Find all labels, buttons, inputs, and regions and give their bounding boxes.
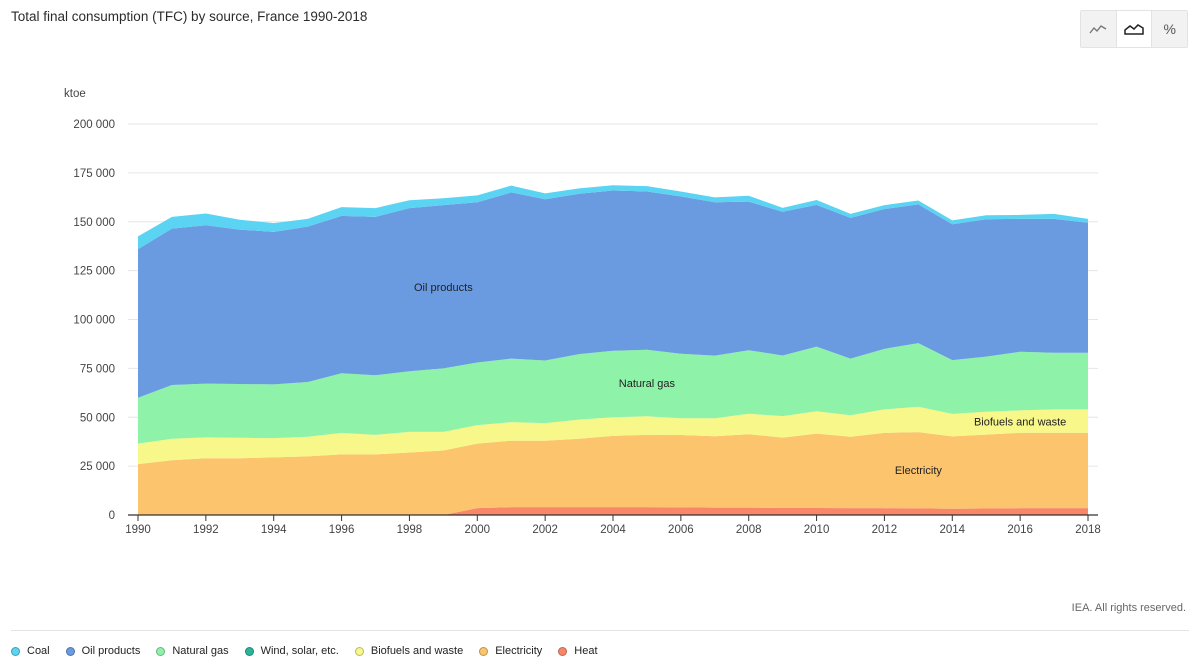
chart-title: Total final consumption (TFC) by source,… [11,9,368,24]
area-label: Natural gas [619,378,676,390]
y-tick-label: 0 [109,510,115,522]
copyright-notice: IEA. All rights reserved. [1071,602,1186,614]
area-label: Electricity [895,465,943,477]
legend-dot [354,646,364,656]
x-tick-label: 2012 [872,524,898,536]
axes: 0 25 000 50 000 75 000 100 000 125 000 150 000… [64,88,1101,536]
area-biofuels-and-waste [138,406,1088,465]
x-tick-label: 1996 [329,524,355,536]
area-natural-gas [138,343,1088,444]
x-tick-label: 1992 [193,524,219,536]
x-tick-label: 2010 [804,524,830,536]
legend-item-electricity[interactable]: Electricity [479,645,542,657]
area-oil-products [138,190,1088,398]
legend-item-natural-gas[interactable]: Natural gas [156,645,229,657]
series-areas [138,185,1088,515]
y-tick-label: 150 000 [73,217,115,229]
x-tick-label: 2014 [939,524,965,536]
x-tick-label: 2002 [532,524,558,536]
x-tick-label: 2000 [464,524,490,536]
line-chart-button[interactable] [1081,11,1117,47]
area-label: Biofuels and waste [974,417,1066,429]
x-tick-label: 2004 [600,524,626,536]
y-tick-label: 50 000 [80,412,115,424]
area-chart-button[interactable] [1116,11,1153,47]
legend-label: Natural gas [172,645,229,657]
x-tick-label: 2006 [668,524,694,536]
legend-label: Biofuels and waste [370,645,464,657]
x-tick-label: 1990 [125,524,151,536]
legend-label: Heat [574,645,598,657]
legend-dot [558,646,568,656]
area-heat [138,507,1088,515]
legend-label: Electricity [495,645,543,657]
legend-dot [479,646,489,656]
area-labels: Electricity Biofuels and waste Natural gas… [414,282,1066,477]
y-tick-label: 200 000 [73,119,115,131]
legend: Coal Oil products Natural gas Wind, sola… [11,645,614,657]
y-tick-label: 175 000 [73,168,115,180]
legend-dot [244,646,254,656]
x-tick-label: 2018 [1075,524,1101,536]
legend-item-oil-products[interactable]: Oil products [65,645,141,657]
percent-icon: % [1163,21,1176,37]
y-tick-label: 75 000 [80,363,115,375]
area-coal [138,185,1088,250]
y-tick-label: 100 000 [73,315,115,327]
legend-label: Wind, solar, etc. [260,645,339,657]
legend-item-biofuels-waste[interactable]: Biofuels and waste [354,645,464,657]
x-tick-label: 1994 [261,524,287,536]
line-chart-icon [1089,25,1107,34]
area-electricity [138,432,1088,515]
stacked-area-chart: 0 25 000 50 000 75 000 100 000 125 000 150 000… [64,88,1101,536]
legend-dot [11,646,20,656]
x-tick-label: 2008 [736,524,762,536]
y-axis-label: ktoe [64,88,86,100]
y-tick-label: 125 000 [73,266,115,278]
percent-chart-button[interactable]: % [1152,11,1188,47]
legend-label: Coal [27,645,50,657]
area-label: Oil products [414,282,473,294]
legend-dot [65,646,75,656]
legend-item-coal[interactable]: Coal [11,645,50,657]
legend-item-wind-solar[interactable]: Wind, solar, etc. [244,645,339,657]
legend-item-heat[interactable]: Heat [558,645,598,657]
legend-label: Oil products [81,645,141,657]
area-chart-icon [1124,24,1144,35]
x-tick-label: 2016 [1007,524,1033,536]
x-tick-label: 1998 [397,524,423,536]
chart-mode-toggle: % [1080,10,1188,48]
legend-divider [11,630,1189,631]
y-tick-label: 25 000 [80,461,115,473]
legend-dot [156,646,166,656]
